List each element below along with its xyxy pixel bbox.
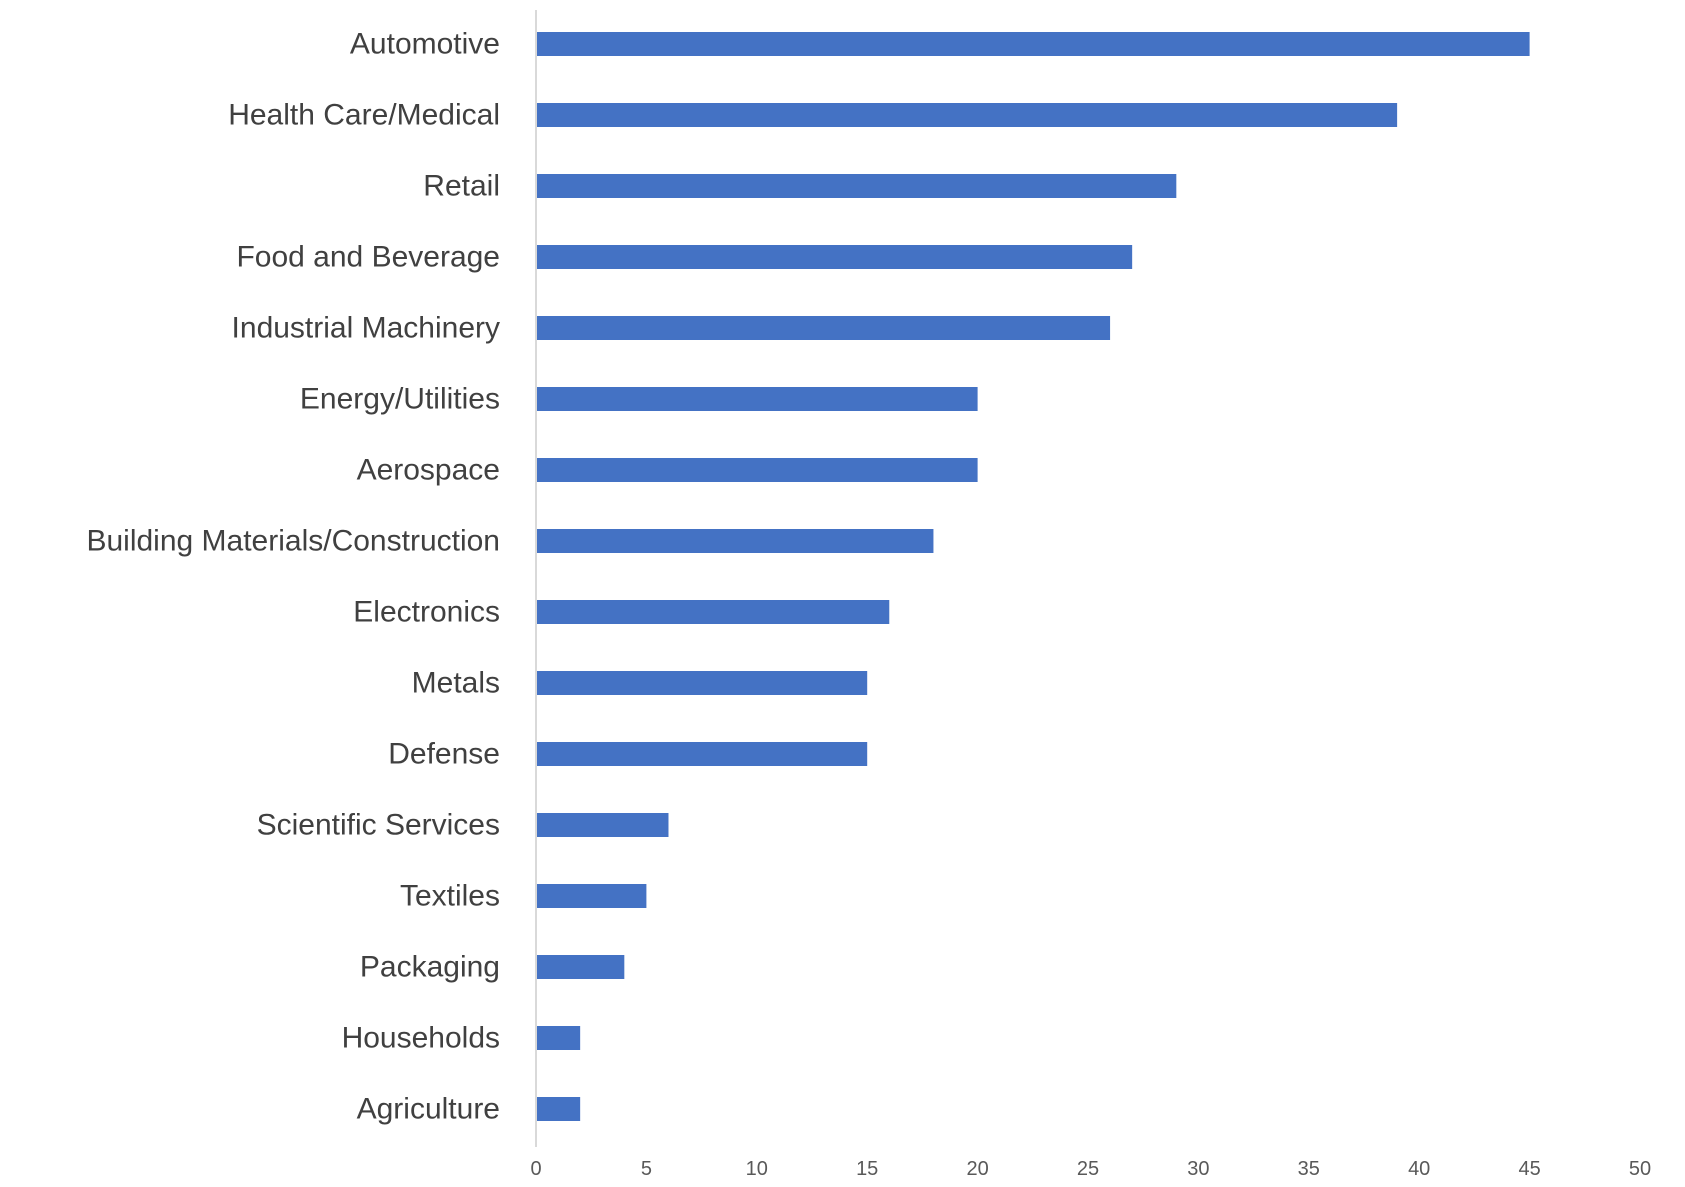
category-label: Textiles — [400, 880, 500, 913]
category-label: Packaging — [360, 951, 500, 984]
x-tick-label: 15 — [856, 1158, 878, 1180]
category-label: Scientific Services — [257, 809, 500, 842]
category-label: Health Care/Medical — [228, 99, 500, 132]
x-tick-label: 25 — [1077, 1158, 1099, 1180]
x-tick-label: 5 — [641, 1158, 652, 1180]
bar-industrial-machinery — [536, 316, 1111, 340]
x-tick-label: 45 — [1518, 1158, 1540, 1180]
category-labels: Automotive Health Care/Medical Retail Food … — [86, 28, 500, 1126]
bar-textiles — [536, 884, 647, 908]
bar-agriculture — [536, 1097, 581, 1121]
bar-households — [536, 1026, 581, 1050]
x-tick-label: 0 — [530, 1158, 541, 1180]
x-tick-label: 20 — [966, 1158, 988, 1180]
bar-electronics — [536, 600, 890, 624]
bar-aerospace — [536, 458, 978, 482]
bar-retail — [536, 174, 1177, 198]
category-label: Building Materials/Construction — [86, 525, 500, 558]
bar-scientific-services — [536, 813, 669, 837]
bar-automotive — [536, 32, 1530, 56]
category-label: Electronics — [353, 596, 500, 629]
category-label: Industrial Machinery — [232, 312, 500, 345]
x-tick-label: 10 — [746, 1158, 768, 1180]
bar-building-materials-construction — [536, 529, 934, 553]
category-label: Aerospace — [357, 454, 500, 487]
bar-defense — [536, 742, 868, 766]
bar-packaging — [536, 955, 625, 979]
category-label: Agriculture — [357, 1093, 500, 1126]
bar-food-and-beverage — [536, 245, 1133, 269]
x-tick-label: 35 — [1298, 1158, 1320, 1180]
bar-health-care-medical — [536, 103, 1398, 127]
category-label: Automotive — [350, 28, 500, 61]
x-tick-label: 30 — [1187, 1158, 1209, 1180]
category-label: Retail — [423, 170, 500, 203]
bar-metals — [536, 671, 868, 695]
bars-group — [536, 32, 1530, 1121]
category-label: Households — [342, 1022, 500, 1055]
category-label: Defense — [388, 738, 500, 771]
category-label: Metals — [412, 667, 500, 700]
x-tick-labels: 0 5 10 15 20 25 30 35 40 45 50 — [530, 1158, 1651, 1180]
x-tick-label: 40 — [1408, 1158, 1430, 1180]
bar-energy-utilities — [536, 387, 978, 411]
category-label: Energy/Utilities — [300, 383, 500, 416]
x-tick-label: 50 — [1629, 1158, 1651, 1180]
category-label: Food and Beverage — [236, 241, 500, 274]
